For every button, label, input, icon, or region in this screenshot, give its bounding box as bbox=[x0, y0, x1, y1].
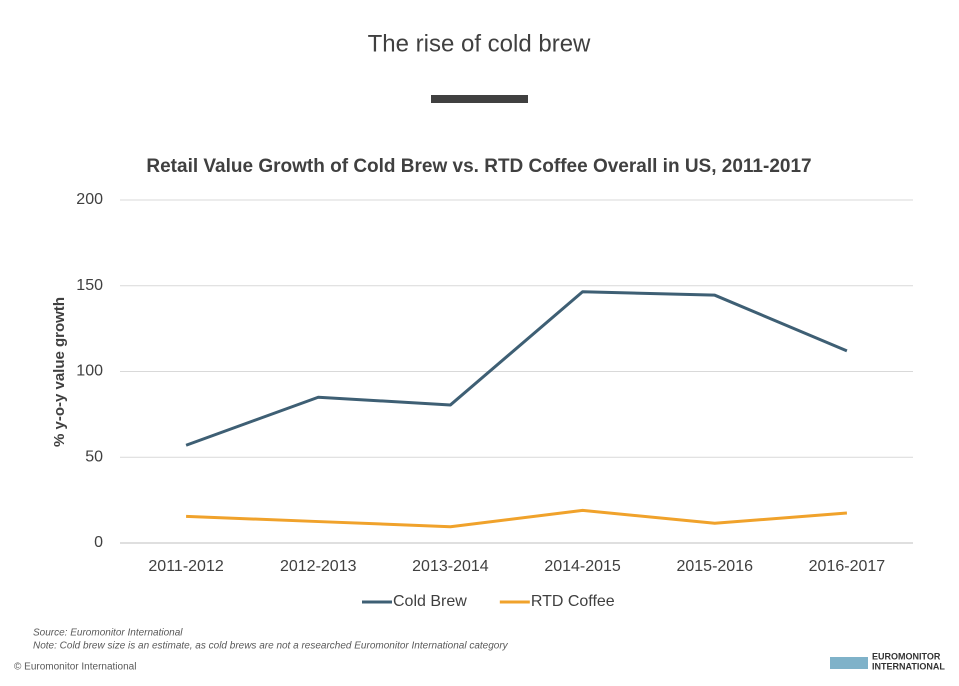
logo-text: EUROMONITOR bbox=[872, 651, 941, 661]
x-tick-label: 2014-2015 bbox=[544, 558, 621, 575]
y-tick-label: 50 bbox=[85, 448, 103, 465]
x-tick-label: 2013-2014 bbox=[412, 558, 489, 575]
data-line bbox=[185, 290, 848, 447]
note: Note: Cold brew size is an estimate, as … bbox=[33, 641, 509, 652]
logo-text: INTERNATIONAL bbox=[872, 661, 945, 671]
logo-mark bbox=[830, 657, 868, 669]
data-line bbox=[186, 508, 848, 529]
title-underline bbox=[431, 95, 528, 103]
y-tick-label: 150 bbox=[76, 277, 103, 294]
x-tick-label: 2012-2013 bbox=[280, 558, 357, 575]
y-axis-label: % y-o-y value growth bbox=[51, 297, 68, 447]
y-tick-label: 0 bbox=[94, 534, 103, 551]
logo: EUROMONITOR INTERNATIONAL bbox=[830, 651, 945, 671]
x-tick-label: 2016-2017 bbox=[809, 558, 886, 575]
page-title: The rise of cold brew bbox=[368, 30, 591, 57]
y-tick-label: 200 bbox=[76, 191, 103, 208]
x-tick-label: 2011-2012 bbox=[148, 558, 223, 575]
y-tick-label: 100 bbox=[76, 363, 103, 380]
chart-title: Retail Value Growth of Cold Brew vs. RTD… bbox=[146, 156, 811, 177]
source: Source: Euromonitor International bbox=[33, 628, 183, 639]
x-tick-label: 2015-2016 bbox=[676, 558, 753, 575]
copyright: © Euromonitor International bbox=[14, 662, 136, 673]
legend-label: Cold Brew bbox=[393, 593, 467, 610]
legend-label: RTD Coffee bbox=[531, 593, 615, 610]
